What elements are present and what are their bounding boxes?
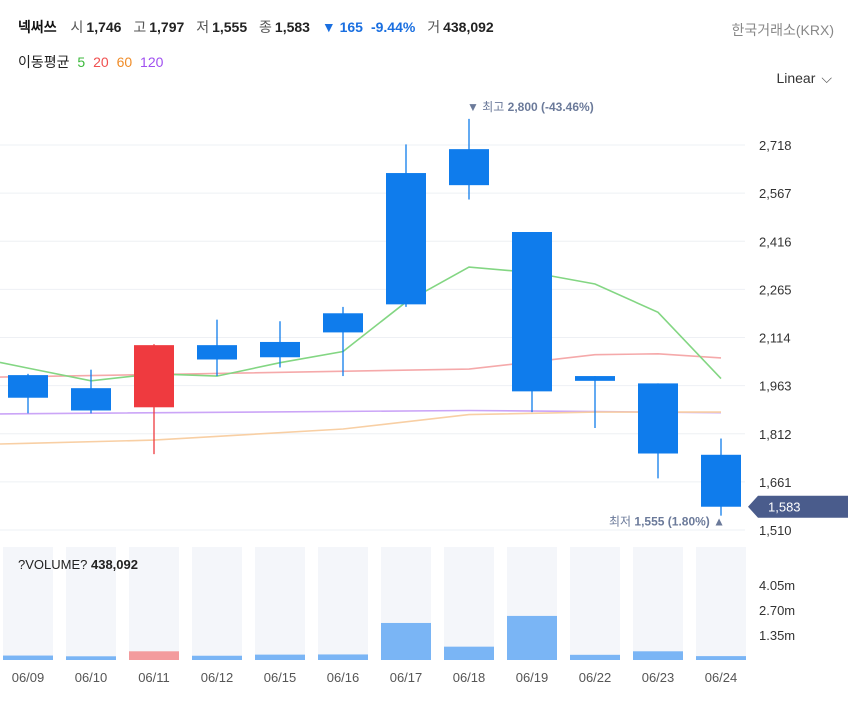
volume-bar	[3, 655, 53, 660]
volume-bar	[444, 646, 494, 660]
ma-legend-60[interactable]: 60	[116, 54, 133, 70]
volume-bar	[507, 615, 557, 660]
volume-slot	[66, 547, 116, 660]
date-tick-label: 06/18	[453, 670, 486, 685]
high-value: 1,797	[149, 19, 185, 35]
candle-body	[323, 313, 363, 333]
volume-bar	[255, 654, 305, 660]
high-label: 고	[133, 19, 147, 35]
price-tick-label: 2,416	[759, 234, 792, 249]
volume-bar	[633, 651, 683, 660]
volume-label: 거	[427, 19, 441, 35]
volume-bar	[696, 656, 746, 660]
candle-body	[638, 383, 678, 454]
candle-body	[701, 454, 741, 507]
date-tick-label: 06/10	[75, 670, 108, 685]
volume-slot	[633, 547, 683, 660]
volume-bar	[192, 655, 242, 660]
high-annotation: ▼ 최고 2,800 (-43.46%)	[467, 100, 594, 114]
candle-body	[512, 232, 552, 392]
stock-name: 넥써쓰	[18, 19, 57, 35]
volume-bar	[129, 651, 179, 660]
volume-slot	[696, 547, 746, 660]
current-price-tag	[748, 495, 848, 518]
ma-legend-label: 이동평균	[18, 54, 70, 70]
price-tick-label: 2,114	[759, 331, 791, 346]
volume-slot	[255, 547, 305, 660]
candle-body	[449, 149, 489, 186]
volume-slot	[129, 547, 179, 660]
ma-legend-120[interactable]: 120	[140, 54, 164, 70]
candle-body	[71, 388, 111, 411]
ma20-line	[0, 352, 722, 378]
price-tick-label: 1,510	[759, 523, 792, 538]
date-tick-label: 06/23	[642, 670, 675, 685]
volume-tick-label: 4.05m	[759, 578, 795, 593]
candle-body	[260, 341, 300, 358]
candle-body	[575, 376, 615, 381]
volume-bar	[318, 654, 368, 660]
scale-selector[interactable]: Linear ⌵	[776, 70, 832, 87]
date-tick-label: 06/19	[516, 670, 549, 685]
candle-body	[386, 173, 426, 305]
low-label: 저	[196, 19, 210, 35]
price-tick-label: 1,812	[759, 427, 792, 442]
volume-slot	[570, 547, 620, 660]
candle-body	[8, 375, 48, 398]
scale-selector-value: Linear	[776, 70, 816, 86]
volume-panel-label: ?VOLUME? 438,092	[18, 557, 138, 572]
volume-tick-label: 2.70m	[759, 603, 795, 618]
change-value: ▼ 165	[321, 19, 363, 35]
ma-legend-5[interactable]: 5	[77, 54, 86, 70]
volume-slot	[444, 547, 494, 660]
price-tick-label: 2,718	[759, 138, 792, 153]
low-annotation: 최저 1,555 (1.80%) ▲	[609, 515, 725, 529]
price-tick-label: 1,661	[759, 475, 792, 490]
chevron-down-icon: ⌵	[821, 70, 832, 86]
volume-bar	[381, 622, 431, 660]
date-tick-label: 06/22	[579, 670, 612, 685]
price-tick-label: 1,963	[759, 379, 792, 394]
volume-bar	[66, 656, 116, 660]
date-tick-label: 06/12	[201, 670, 234, 685]
volume-tick-label: 1.35m	[759, 628, 795, 643]
volume-value: 438,092	[443, 19, 494, 35]
ma-legend: 이동평균 5 20 60 120	[18, 52, 167, 72]
exchange-label: 한국거래소(KRX)	[731, 22, 834, 38]
candle-body	[134, 345, 174, 408]
ma-legend-20[interactable]: 20	[93, 54, 109, 70]
volume-bar	[570, 654, 620, 660]
date-tick-label: 06/24	[705, 670, 738, 685]
open-label: 시	[70, 19, 84, 35]
date-tick-label: 06/16	[327, 670, 360, 685]
ma60-line	[0, 411, 721, 445]
date-tick-label: 06/11	[138, 670, 170, 685]
quote-header: 넥써쓰 시 1,746 고 1,797 저 1,555 종 1,583 ▼ 165 -9.…	[18, 17, 502, 37]
volume-slot	[192, 547, 242, 660]
current-price-value: 1,583	[768, 500, 801, 515]
candle-body	[197, 345, 237, 360]
price-tick-label: 2,567	[759, 186, 792, 201]
low-value: 1,555	[212, 19, 248, 35]
date-tick-label: 06/09	[12, 670, 45, 685]
open-value: 1,746	[86, 19, 122, 35]
volume-slot	[318, 547, 368, 660]
volume-slot	[3, 547, 53, 660]
change-percent: -9.44%	[370, 19, 416, 35]
close-value: 1,583	[274, 19, 310, 35]
date-tick-label: 06/17	[390, 670, 423, 685]
close-label: 종	[259, 19, 272, 35]
price-tick-label: 2,265	[759, 282, 792, 297]
date-tick-label: 06/15	[264, 670, 297, 685]
